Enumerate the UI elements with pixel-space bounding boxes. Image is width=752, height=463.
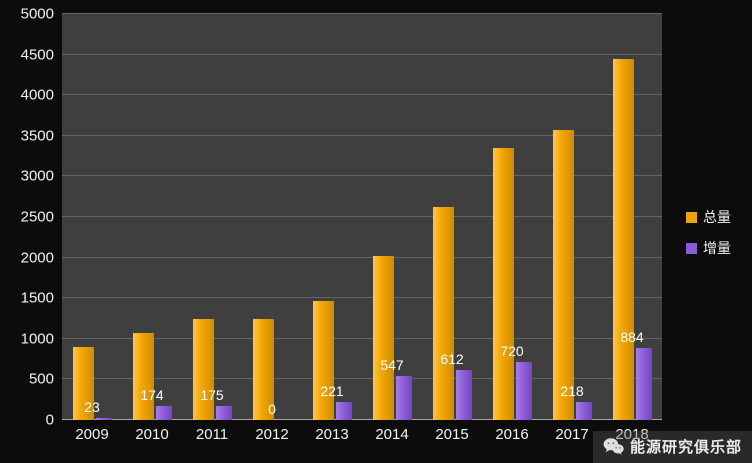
y-tick-label: 2500 [20,208,54,226]
gridline [62,256,662,258]
bar-group-2015: 612 [422,14,482,420]
gridline [62,216,662,217]
total-swatch-icon [686,211,697,223]
y-tick-label: 4500 [20,46,54,64]
bar-total-2011[interactable] [192,318,214,420]
legend-item-increment[interactable]: 增量 [686,238,731,258]
bar-total-2018[interactable] [612,58,634,420]
gridline [62,13,662,14]
watermark: 能源研究俱乐部 [592,431,752,463]
legend: 总量 增量 [686,207,731,258]
plot-area: 23 174 175 0 221 547 612 720 218 884 [62,13,662,420]
x-axis: 2009 2010 2011 2012 2013 2014 2015 2016 2017 2018 [62,426,662,443]
legend-label: 增量 [703,240,731,256]
x-tick-label-2014: 2014 [375,426,409,443]
increment-swatch-icon [686,242,697,254]
bar-total-2010[interactable] [132,332,154,420]
gridline [62,94,662,96]
gridline [62,378,662,380]
bar-group-2018: 884 [602,14,662,420]
x-tick-label-2016: 2016 [495,426,529,443]
bar-group-2009: 23 [62,14,122,420]
y-tick-label: 5000 [20,5,54,23]
bar-total-2012[interactable] [252,318,274,420]
legend-label: 总量 [703,209,731,225]
x-tick-label-2013: 2013 [315,426,349,443]
bar-group-2017: 218 [542,14,602,420]
y-tick-label: 1000 [20,330,54,348]
x-tick-label-2011: 2011 [195,426,229,443]
bar-group-2011: 175 [182,14,242,420]
watermark-text: 能源研究俱乐部 [629,438,742,456]
x-axis-line [62,419,662,420]
bar-group-2013: 221 [302,14,362,420]
bar-groups: 23 174 175 0 221 547 612 720 218 884 [62,14,662,420]
x-tick-label-2015: 2015 [435,426,469,443]
y-tick-label: 2000 [20,249,54,267]
y-axis: 0 500 1000 1500 2000 2500 3000 3500 4000 4500 5000 [0,7,54,428]
bar-group-2010: 174 [122,14,182,420]
y-tick-label: 1500 [20,289,54,307]
bar-group-2014: 547 [362,14,422,420]
bar-increment-2009[interactable] [95,418,112,420]
y-tick-label: 0 [45,411,54,429]
legend-item-total[interactable]: 总量 [686,207,731,227]
gridline [62,175,662,177]
bar-total-2013[interactable] [312,300,334,420]
gridline [62,297,662,299]
bar-increment-2018[interactable] [635,348,652,420]
y-tick-label: 3500 [20,127,54,145]
x-tick-label-2009: 2009 [75,426,109,443]
bar-group-2012: 0 [242,14,302,420]
gridline [62,53,662,55]
bar-increment-2016[interactable] [515,361,532,420]
x-tick-label-2017: 2017 [555,426,589,443]
y-tick-label: 4000 [20,86,54,104]
y-tick-label: 3000 [20,167,54,185]
x-tick-label-2012: 2012 [255,426,289,443]
bar-group-2016: 720 [482,14,542,420]
bar-increment-2011[interactable] [215,405,232,420]
gridlines [62,13,662,420]
bar-increment-2014[interactable] [395,375,412,420]
bar-total-2015[interactable] [432,206,454,420]
bar-increment-2017[interactable] [575,402,592,420]
bar-increment-2015[interactable] [455,370,472,420]
gridline [62,134,662,136]
wechat-icon [603,437,624,455]
bar-total-2009[interactable] [72,346,94,420]
bar-increment-2010[interactable] [155,405,172,420]
bar-increment-2013[interactable] [335,402,352,420]
bar-total-2014[interactable] [372,256,394,420]
gridline [62,337,662,339]
y-tick-label: 500 [28,370,54,388]
x-tick-label-2010: 2010 [135,426,169,443]
x-tick-label-2018: 2018 [615,426,649,443]
bar-total-2017[interactable] [552,130,574,420]
bar-total-2016[interactable] [492,148,514,420]
